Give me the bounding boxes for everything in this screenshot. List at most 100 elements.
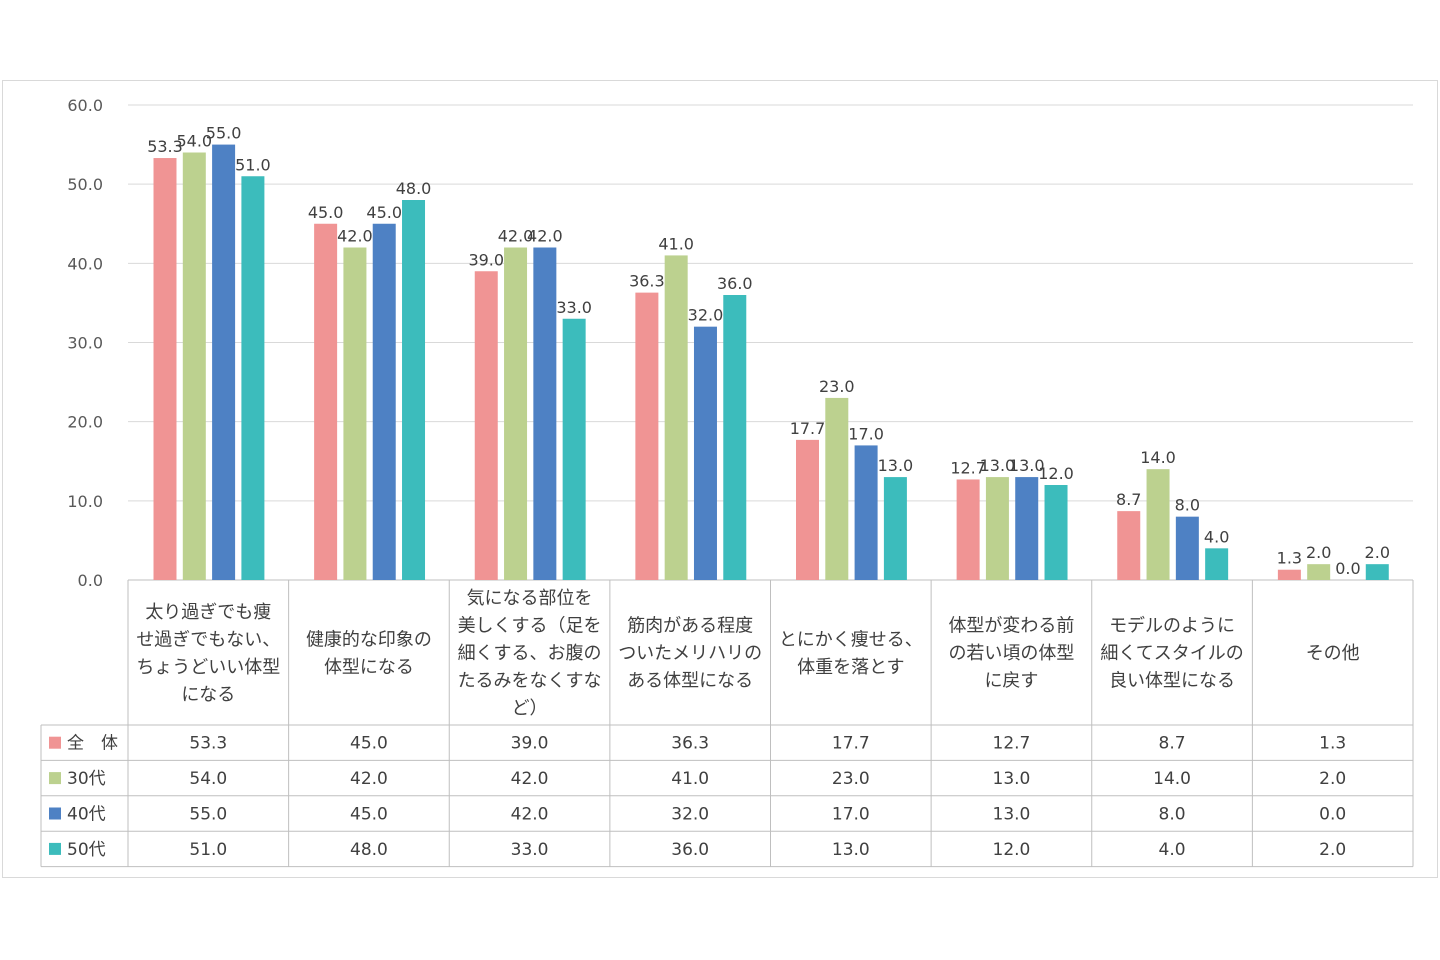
- legend-key: [49, 736, 61, 749]
- bar: [153, 158, 177, 580]
- category-label: その他: [1306, 643, 1360, 664]
- legend-label: 40代: [67, 805, 106, 825]
- table-cell-value: 14.0: [1153, 769, 1191, 789]
- table-cell-value: 32.0: [671, 805, 709, 825]
- bar: [1175, 516, 1199, 580]
- data-label: 0.0: [1335, 559, 1360, 578]
- data-label: 13.0: [1009, 456, 1045, 475]
- category-label: 細くする、お腹の: [458, 643, 602, 664]
- bar: [1117, 511, 1141, 580]
- y-tick-label: 20.0: [67, 413, 103, 432]
- table-cell-value: 33.0: [511, 840, 549, 860]
- bar: [635, 292, 659, 580]
- data-label: 55.0: [206, 124, 242, 143]
- table-cell-value: 8.0: [1159, 805, 1186, 825]
- category-label: せ過ぎでもない、: [136, 629, 280, 650]
- legend-key: [49, 772, 61, 785]
- table-cell-value: 2.0: [1319, 840, 1346, 860]
- bar: [1307, 564, 1331, 580]
- table-cell-value: 8.7: [1159, 734, 1186, 754]
- data-label: 39.0: [468, 250, 504, 269]
- bar: [854, 445, 878, 580]
- bar-chart-with-data-table: 0.0 10.0 20.0 30.0 40.0 50.0 60.0 太り過ぎでも痩せ過ぎでもな…: [40, 96, 1414, 868]
- data-label: 36.0: [717, 274, 753, 293]
- table-cell-value: 13.0: [993, 769, 1031, 789]
- bar: [825, 397, 849, 580]
- data-label: 41.0: [658, 234, 694, 253]
- table-cell-value: 42.0: [511, 805, 549, 825]
- legend-key: [49, 842, 61, 855]
- category-label: 太り過ぎでも痩: [145, 602, 271, 623]
- y-tick-label: 0.0: [78, 571, 103, 590]
- bar: [883, 477, 907, 580]
- legend-label: 全 体: [67, 734, 118, 754]
- category-label: ついたメリハリの: [618, 643, 762, 664]
- data-label: 42.0: [527, 227, 563, 246]
- y-tick-label: 50.0: [67, 175, 103, 194]
- bar: [533, 247, 557, 580]
- table-cell-value: 1.3: [1319, 734, 1346, 754]
- bar: [182, 152, 206, 580]
- data-label: 32.0: [688, 306, 724, 325]
- bar: [664, 255, 688, 580]
- table-cell-value: 13.0: [832, 840, 870, 860]
- bar: [1146, 469, 1170, 580]
- data-label: 42.0: [337, 227, 373, 246]
- data-label: 12.7: [950, 458, 986, 477]
- data-label: 1.3: [1277, 549, 1302, 568]
- table-cell-value: 17.7: [832, 734, 870, 754]
- category-label: 体型になる: [324, 657, 414, 678]
- category-label: になる: [181, 684, 235, 705]
- bar: [1015, 477, 1039, 580]
- bar: [1365, 564, 1389, 580]
- legend-label: 30代: [67, 769, 106, 789]
- category-label: たるみをなくすな: [458, 671, 602, 692]
- data-label: 17.0: [848, 424, 884, 443]
- category-label: 細くてスタイルの: [1100, 643, 1243, 664]
- table-cell-value: 39.0: [511, 734, 549, 754]
- table-cell-value: 17.0: [832, 805, 870, 825]
- data-label: 42.0: [498, 227, 534, 246]
- category-label: 体重を落とす: [797, 657, 904, 678]
- y-tick-label: 60.0: [67, 96, 103, 115]
- bar: [372, 223, 396, 580]
- data-label: 13.0: [980, 456, 1016, 475]
- category-label: に戻す: [984, 671, 1038, 692]
- table-cell-value: 12.0: [993, 840, 1031, 860]
- data-label: 8.7: [1116, 490, 1141, 509]
- table-cell-value: 48.0: [350, 840, 388, 860]
- chart-frame: 0.0 10.0 20.0 30.0 40.0 50.0 60.0 太り過ぎでも痩 せ過ぎでもな…: [2, 80, 1438, 878]
- y-tick-label: 40.0: [67, 254, 103, 273]
- table-cell-value: 54.0: [189, 769, 227, 789]
- y-tick-label: 30.0: [67, 334, 103, 353]
- data-label: 17.7: [790, 419, 826, 438]
- table-cell-value: 2.0: [1319, 769, 1346, 789]
- table-cell-value: 36.3: [671, 734, 709, 754]
- bar: [314, 223, 338, 580]
- y-tick-label: 10.0: [67, 492, 103, 511]
- table-cell-value: 53.3: [189, 734, 227, 754]
- table-cell-value: 55.0: [189, 805, 227, 825]
- category-label: 筋肉がある程度: [627, 616, 753, 637]
- category-label: モデルのように: [1109, 616, 1235, 637]
- table-cell-value: 45.0: [350, 805, 388, 825]
- data-label: 2.0: [1306, 543, 1331, 562]
- table-cell-value: 13.0: [993, 805, 1031, 825]
- data-label: 12.0: [1038, 464, 1074, 483]
- category-label: 良い体型になる: [1109, 671, 1235, 692]
- data-label: 13.0: [878, 456, 914, 475]
- category-label: 健康的な印象の: [306, 629, 432, 650]
- bar: [474, 271, 498, 580]
- table-cell-value: 0.0: [1319, 805, 1346, 825]
- category-label: とにかく痩せる、: [779, 629, 923, 650]
- bar: [796, 439, 819, 580]
- data-label: 48.0: [396, 179, 432, 198]
- table-cell-value: 51.0: [189, 840, 227, 860]
- legend-label: 50代: [67, 840, 106, 860]
- table-cell-value: 41.0: [671, 769, 709, 789]
- data-label: 2.0: [1365, 543, 1390, 562]
- bar: [1044, 485, 1068, 580]
- category-label: ど）: [512, 698, 548, 719]
- table-cell-value: 23.0: [832, 769, 870, 789]
- bar: [212, 144, 236, 581]
